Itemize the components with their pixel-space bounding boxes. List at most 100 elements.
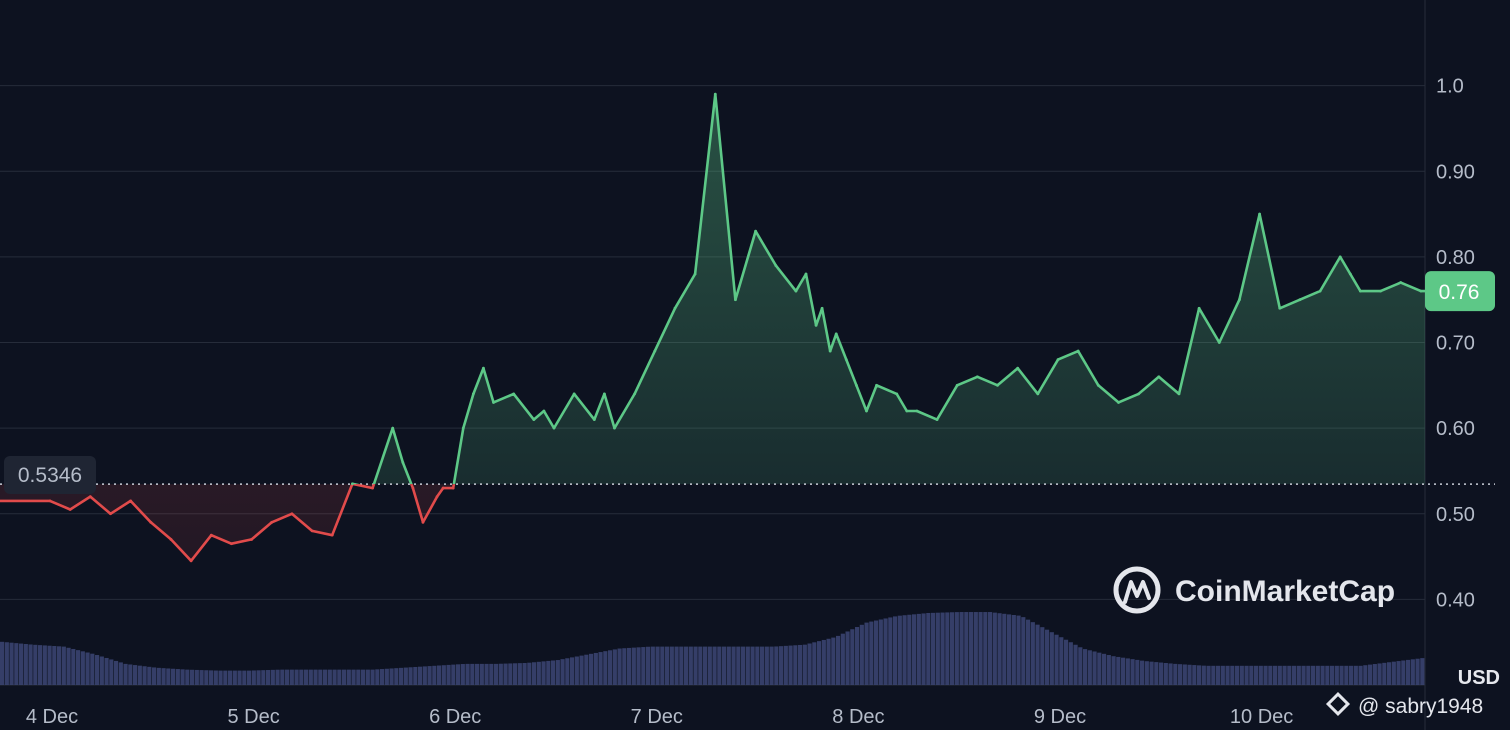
volume-bar: [603, 651, 608, 685]
volume-bar: [741, 646, 746, 685]
volume-bar: [76, 650, 81, 685]
price-point: [435, 495, 439, 499]
price-point: [613, 426, 616, 430]
price-point: [290, 512, 294, 516]
volume-bar: [475, 663, 480, 685]
volume-bar: [698, 646, 703, 685]
volume-bar: [836, 635, 841, 685]
volume-bar: [793, 645, 798, 685]
volume-bar: [166, 668, 171, 685]
volume-bar: [266, 670, 271, 685]
volume-bar: [1225, 665, 1230, 685]
coinmarketcap-logo-icon: [1113, 566, 1161, 614]
price-point: [129, 499, 133, 503]
volume-bar: [992, 612, 997, 685]
volume-bar: [280, 669, 285, 685]
price-point: [1338, 255, 1342, 259]
volume-bar: [1296, 665, 1301, 685]
volume-bar: [864, 622, 869, 685]
volume-bar: [1035, 624, 1040, 685]
volume-bar: [712, 646, 717, 685]
volume-bar: [660, 646, 665, 685]
price-point: [794, 289, 798, 293]
volume-bar: [627, 647, 632, 685]
volume-bar: [1087, 650, 1092, 685]
volume-bar: [1201, 665, 1206, 685]
price-point: [1016, 366, 1020, 370]
volume-bar: [760, 646, 765, 685]
volume-bar: [489, 663, 494, 685]
volume-bar: [285, 669, 290, 685]
price-point: [1359, 289, 1362, 293]
price-point: [814, 323, 818, 327]
volume-bar: [61, 646, 66, 685]
volume-bar: [190, 669, 195, 685]
volume-bar: [99, 656, 104, 685]
volume-bar: [351, 669, 356, 685]
price-point: [471, 392, 475, 396]
volume-bar: [80, 651, 85, 685]
volume-bar: [1244, 665, 1249, 685]
volume-bar: [527, 662, 532, 685]
volume-bar: [845, 631, 850, 685]
price-point: [371, 486, 374, 490]
volume-bar: [959, 612, 964, 685]
y-tick-label: 0.50: [1436, 504, 1475, 526]
volume-bar: [888, 617, 893, 685]
price-point: [492, 401, 495, 404]
volume-bar: [1263, 665, 1268, 685]
price-point: [441, 486, 445, 490]
volume-bar: [142, 666, 147, 685]
volume-bar: [1239, 665, 1244, 685]
volume-bar: [109, 659, 114, 685]
volume-bar: [1002, 613, 1007, 685]
volume-bar: [332, 669, 337, 685]
volume-bar: [104, 657, 109, 685]
volume-bar: [389, 668, 394, 685]
volume-bar: [636, 647, 641, 685]
volume-bar: [470, 663, 475, 685]
volume-bar: [413, 666, 418, 685]
price-point: [169, 538, 173, 541]
volume-bar: [451, 664, 456, 685]
volume-bar: [1315, 665, 1320, 685]
volume-bar: [788, 645, 793, 685]
volume-bar: [983, 612, 988, 685]
volume-bar: [1387, 662, 1392, 685]
volume-bar: [1121, 657, 1126, 685]
volume-bar: [802, 644, 807, 685]
volume-bar: [622, 648, 627, 685]
volume-bar: [893, 616, 898, 685]
price-point: [844, 358, 848, 362]
volume-bar: [1011, 614, 1016, 685]
volume-bar: [1415, 658, 1420, 685]
price-point: [915, 409, 919, 413]
volume-bar: [978, 612, 983, 685]
volume-bar: [774, 646, 779, 685]
price-point: [975, 375, 979, 379]
volume-bar: [693, 646, 698, 685]
volume-bar: [688, 646, 693, 685]
y-axis: 1.0 0.90 0.80 0.70 0.60 0.50 0.40: [1436, 76, 1475, 612]
volume-bar: [337, 669, 342, 685]
price-point: [461, 426, 465, 430]
volume-bar: [479, 663, 484, 685]
volume-bar: [327, 669, 332, 685]
volume-bar: [1064, 639, 1069, 685]
volume-bar: [1311, 665, 1316, 685]
volume-bar: [826, 638, 831, 685]
volume-bar: [446, 664, 451, 685]
price-lines: [0, 92, 1425, 563]
volume-bar: [1282, 665, 1287, 685]
volume-bar: [185, 669, 190, 685]
volume-bar: [437, 665, 442, 685]
volume-bar: [118, 662, 123, 685]
volume-bar: [33, 644, 38, 685]
volume-bar: [114, 660, 119, 685]
volume-bar: [1235, 665, 1240, 685]
up-area: [352, 94, 1425, 485]
volume-bar: [1396, 661, 1401, 685]
volume-bar: [1230, 665, 1235, 685]
volume-bar: [323, 669, 328, 685]
volume-bar: [313, 669, 318, 685]
